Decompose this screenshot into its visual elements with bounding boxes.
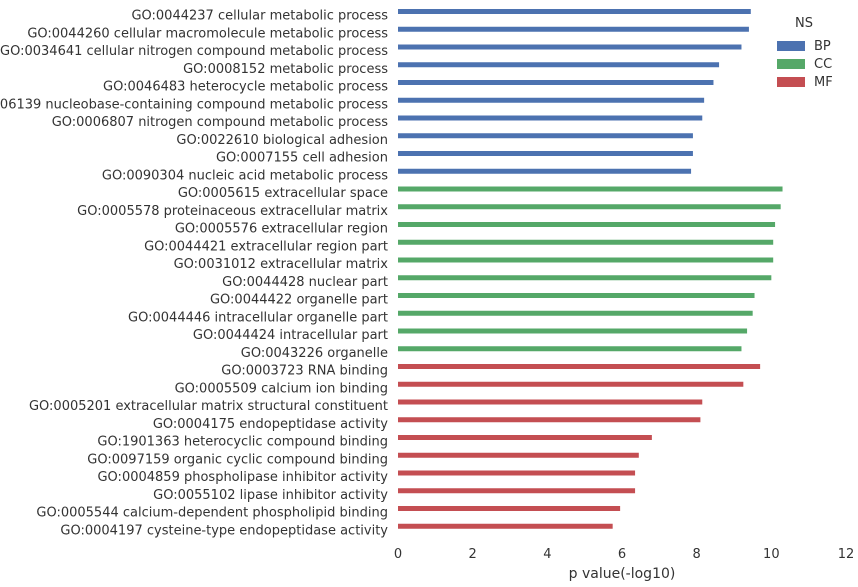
bar-bp [398,9,751,14]
x-tick-label: 0 [394,547,402,562]
x-tick-label: 6 [618,547,626,562]
bar-bp [398,44,742,50]
category-label: GO:0044424 intracellular part [193,328,388,343]
legend-label-bp: BP [814,39,831,54]
bar-bp [398,115,703,121]
legend-entries: BP CC MF [777,39,833,90]
bars-group [398,9,783,529]
category-label: GO:0044421 extracellular region part [144,239,388,254]
category-label: GO:0005576 extracellular region [175,222,388,237]
category-label: GO:0097159 organic cyclic compound bindi… [87,452,388,467]
bar-cc [398,346,742,352]
category-label: GO:0044428 nuclear part [222,275,388,290]
bar-cc [398,186,783,192]
x-tick-label: 4 [543,547,551,562]
bar-bp [398,151,693,156]
category-label: GO:1901363 heterocyclic compound binding [97,435,388,450]
category-label: GO:0004175 endopeptidase activity [153,417,388,432]
bar-bp [398,80,714,85]
category-label: GO:0003723 RNA binding [221,364,388,379]
category-label: GO:0008152 metabolic process [183,62,388,77]
bar-cc [398,222,776,227]
category-label: GO:0006139 nucleobase-containing compoun… [0,97,388,112]
bar-mf [398,523,613,529]
x-tick-label: 8 [693,547,701,562]
bar-cc [398,310,753,316]
category-label: GO:0055102 lipase inhibitor activity [153,488,388,503]
category-label: GO:0005201 extracellular matrix structur… [29,399,388,414]
category-labels: GO:0044237 cellular metabolic process GO:… [0,9,388,539]
bar-bp [398,26,749,32]
bar-bp [398,97,705,103]
bar-cc [398,328,748,334]
bar-cc [398,275,772,281]
category-label: GO:0005615 extracellular space [178,186,388,201]
category-label: GO:0006807 nitrogen compound metabolic p… [52,115,389,130]
legend-title: NS [795,16,813,31]
category-label: GO:0004197 cysteine-type endopeptidase a… [60,523,388,538]
bar-mf [398,364,761,369]
x-tick-label: 12 [838,547,855,562]
legend: NS BP CC MF [777,16,833,90]
category-label: GO:0005578 proteinaceous extracellular m… [77,204,388,219]
legend-label-cc: CC [814,57,832,72]
bar-bp [398,62,720,68]
category-label: GO:0005509 calcium ion binding [175,381,388,396]
category-label: GO:0022610 biological adhesion [176,133,388,148]
x-tick-label: 2 [469,547,477,562]
category-label: GO:0043226 organelle [241,346,388,361]
bar-cc [398,239,774,245]
x-axis-title: p value(-log10) [569,566,676,582]
bar-cc [398,293,755,298]
x-axis-ticks: 0 2 4 6 8 10 12 [394,547,854,562]
category-label: GO:0046483 heterocycle metabolic process [103,80,388,95]
bar-mf [398,488,636,494]
legend-swatch-mf [777,77,805,87]
bar-bp [398,168,692,174]
category-label: GO:0090304 nucleic acid metabolic proces… [102,168,388,183]
category-label: GO:0031012 extracellular matrix [174,257,389,272]
category-label: GO:0044422 organelle part [210,293,388,308]
category-label: GO:0034641 cellular nitrogen compound me… [0,44,388,59]
category-label: GO:0044446 intracellular organelle part [128,310,388,325]
category-label: GO:0005544 calcium-dependent phospholipi… [36,506,388,521]
bar-cc [398,257,774,263]
legend-label-mf: MF [814,75,833,90]
bar-mf [398,417,701,423]
bar-mf [398,452,639,458]
category-label: GO:0004859 phospholipase inhibitor activ… [97,470,388,485]
category-label: GO:0007155 cell adhesion [216,151,388,166]
bar-mf [398,506,621,511]
legend-swatch-bp [777,41,805,51]
x-tick-label: 10 [763,547,780,562]
legend-swatch-cc [777,59,805,69]
bar-mf [398,381,744,387]
bar-cc [398,204,781,210]
category-label: GO:0044237 cellular metabolic process [131,9,388,24]
bar-bp [398,133,693,139]
bar-mf [398,435,652,440]
bar-mf [398,470,636,476]
category-label: GO:0044260 cellular macromolecule metabo… [27,26,388,41]
bar-mf [398,399,703,405]
